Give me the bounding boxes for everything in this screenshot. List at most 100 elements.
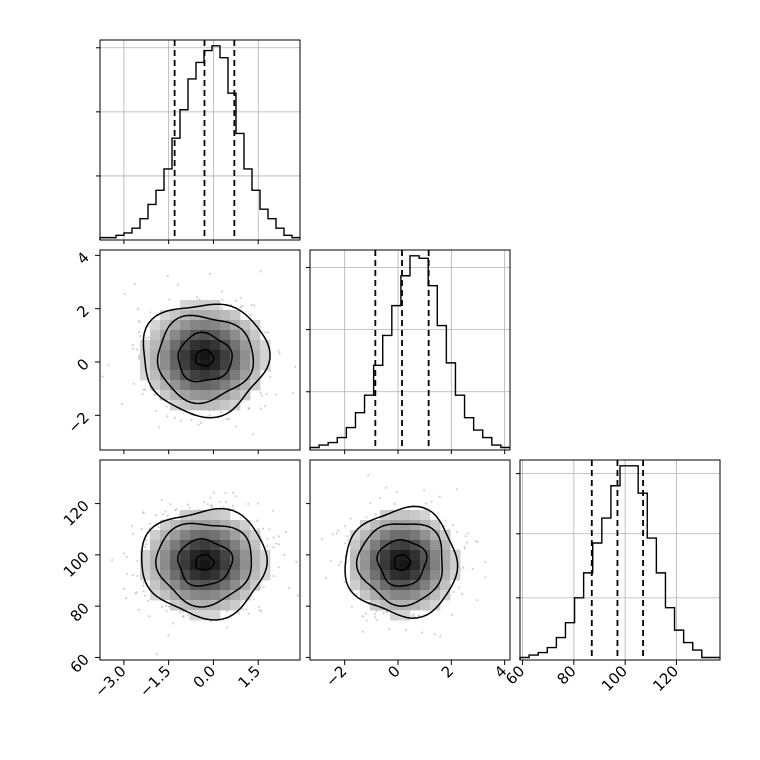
scatter-point [138, 319, 141, 322]
density-cell [410, 550, 421, 561]
density-cell [420, 590, 431, 601]
density-cell [350, 540, 361, 551]
scatter-point [154, 514, 157, 517]
scatter-point [157, 525, 160, 529]
scatter-point [131, 574, 134, 577]
scatter-point [337, 529, 340, 532]
scatter-point [256, 519, 259, 522]
density-cell [240, 340, 251, 351]
scatter-point [147, 615, 150, 618]
scatter-point [220, 411, 223, 414]
y-tick-label: 120 [60, 497, 93, 530]
scatter-point [188, 506, 191, 509]
density-cell [240, 580, 251, 591]
density-cell [180, 350, 191, 361]
contour-1-1 [177, 538, 234, 587]
density-cell [150, 540, 161, 551]
scatter-point [197, 423, 200, 426]
density-cell [370, 590, 381, 601]
density-cell [160, 380, 171, 391]
scatter-point [143, 594, 147, 597]
density-cell [220, 340, 231, 351]
density-cell [180, 600, 191, 611]
density-cell [250, 340, 261, 351]
density-cell [200, 320, 211, 331]
density-cell [210, 350, 221, 361]
density-cell [210, 320, 221, 331]
scatter-point [222, 506, 225, 509]
density-cell [230, 360, 241, 371]
density-cell [220, 330, 231, 341]
density-cell [180, 330, 191, 341]
contour-0-1 [177, 331, 233, 383]
scatter-point [338, 563, 341, 566]
density-cell [210, 550, 221, 561]
density-cell [150, 340, 161, 351]
density-cell [260, 560, 271, 571]
density-cell [170, 560, 181, 571]
scatter-point [438, 495, 441, 498]
scatter-point [131, 343, 134, 347]
density-cell [200, 340, 211, 351]
density-cell [250, 580, 261, 591]
scatter-point [144, 545, 147, 549]
density-cell [370, 580, 381, 591]
density-cell [170, 360, 181, 371]
scatter-point [234, 299, 238, 302]
scatter-point [187, 614, 190, 617]
density-cell [240, 380, 251, 391]
scatter-point [206, 503, 209, 506]
density-cell [430, 550, 441, 561]
scatter-point [175, 508, 178, 511]
scatter-point [253, 304, 256, 307]
scatter-point [142, 584, 145, 587]
scatter-point [239, 306, 242, 309]
density-cell [230, 400, 241, 411]
scatter-point [181, 615, 185, 618]
density-cell [200, 590, 211, 601]
scatter-point [130, 524, 133, 528]
scatter-point [138, 355, 141, 358]
scatter-point [239, 296, 242, 299]
scatter-point [209, 496, 212, 499]
scatter-point [173, 416, 176, 419]
scatter-point [142, 388, 145, 391]
density-cell [230, 590, 241, 601]
density-cell [260, 570, 271, 581]
density-cell [150, 570, 161, 581]
scatter-point [182, 615, 185, 618]
density-cell [190, 550, 201, 561]
axes-frame-2-1 [309, 459, 511, 661]
density-cell [220, 380, 231, 391]
density-cell [190, 570, 201, 581]
density-cell [350, 550, 361, 561]
scatter-point [283, 553, 286, 557]
density-cell [200, 330, 211, 341]
density-cell [250, 350, 261, 361]
density-cell [240, 550, 251, 561]
scatter-point [133, 382, 136, 385]
density-cell [220, 590, 231, 601]
density-cell [180, 510, 191, 521]
scatter-point [462, 566, 465, 569]
scatter-point [157, 391, 160, 394]
density-cell [350, 530, 361, 541]
density-cell [230, 580, 241, 591]
scatter-point [166, 415, 169, 418]
density-cell [170, 530, 181, 541]
axes-frame-0-0 [99, 39, 301, 241]
density-cell [170, 550, 181, 561]
scatter-point [208, 273, 211, 276]
density-cell [150, 370, 161, 381]
density-cell [230, 310, 241, 321]
scatter-point [375, 619, 378, 622]
scatter-point [166, 514, 169, 517]
scatter-point [277, 566, 280, 569]
scatter-point [241, 305, 244, 308]
scatter-point [200, 421, 203, 424]
scatter-point [361, 630, 364, 633]
y-tick-label: 0 [73, 355, 92, 374]
scatter-point [221, 298, 224, 301]
density-cell [210, 510, 221, 521]
density-cell [210, 360, 221, 371]
